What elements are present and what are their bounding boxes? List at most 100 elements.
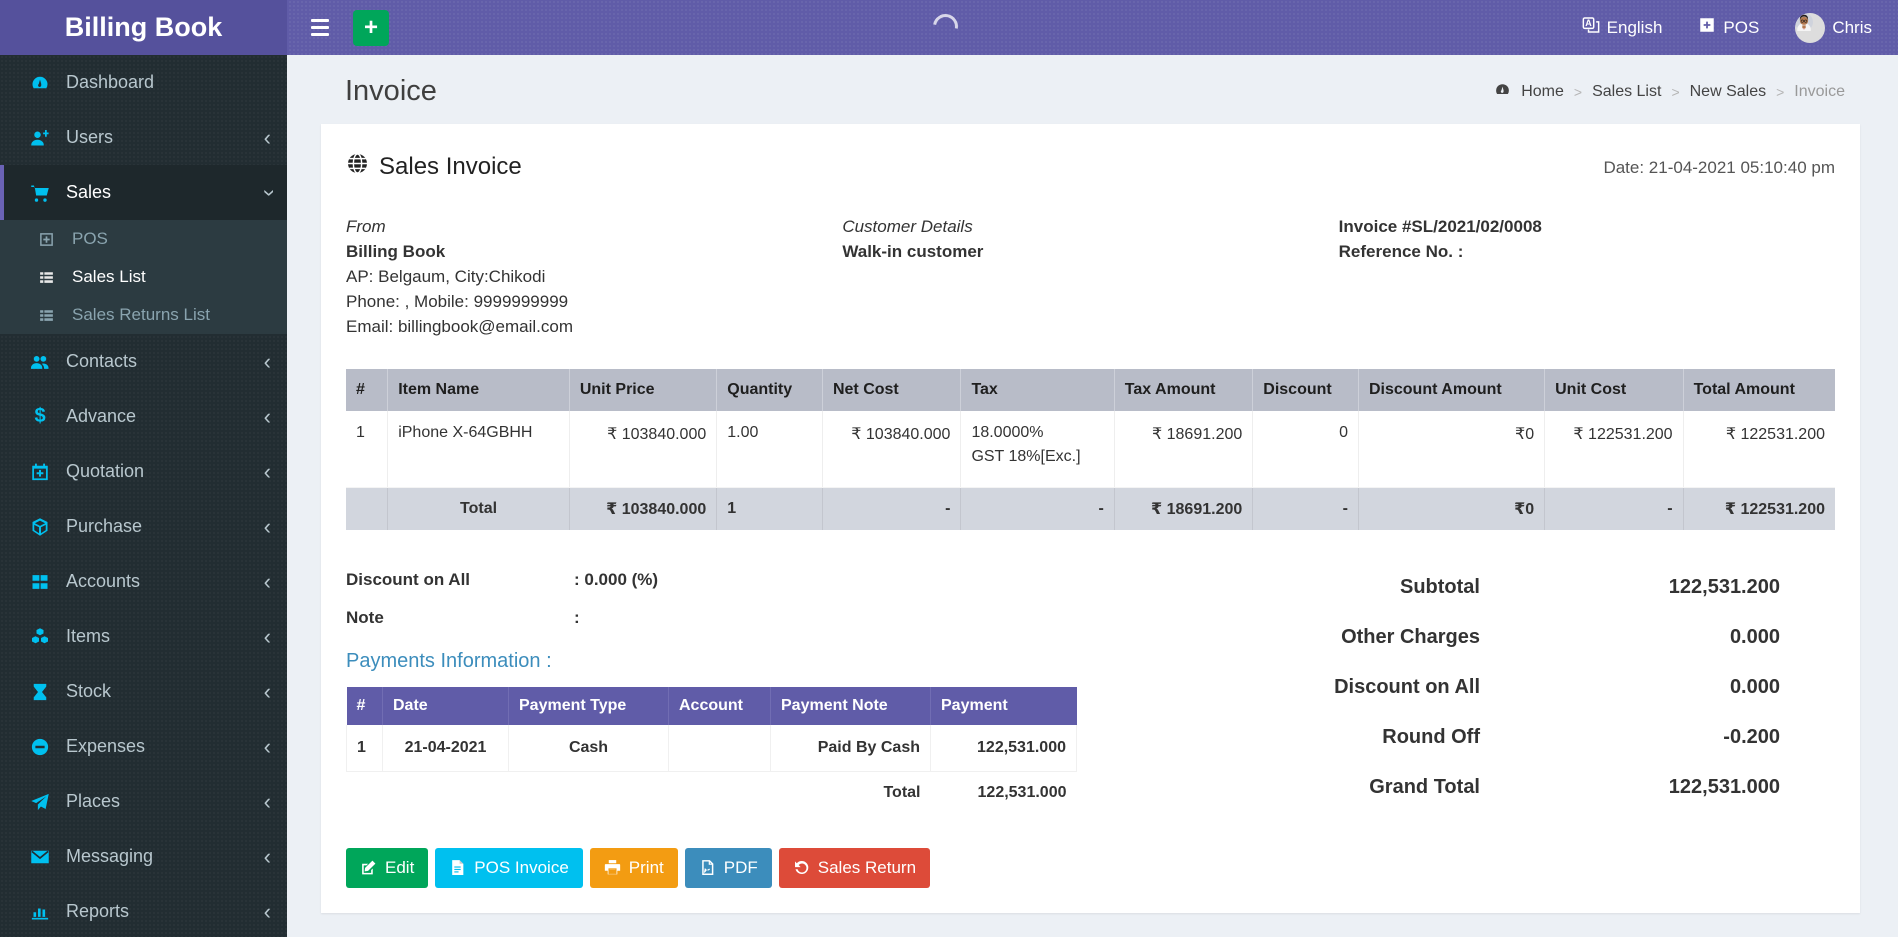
- bar-chart-icon: [28, 902, 52, 922]
- summary-round-off-row: Round Off -0.200: [1269, 726, 1780, 776]
- user-menu[interactable]: Chris: [1795, 12, 1872, 43]
- sidebar-label: Expenses: [66, 736, 146, 756]
- pay-col-date: Date: [382, 686, 509, 725]
- chevron-left-icon: ‹: [263, 623, 271, 649]
- round-off-label: Round Off: [1382, 725, 1480, 748]
- from-email: Email: billingbook@email.com: [346, 317, 574, 336]
- item-name: iPhone X-64GBHH: [387, 411, 570, 488]
- item-tax-amount: ₹ 18691.200: [1114, 411, 1254, 488]
- paper-plane-icon: [28, 792, 52, 812]
- sidebar-item-messaging[interactable]: Messaging ‹: [0, 829, 287, 884]
- total-discount-amount: ₹0: [1358, 487, 1546, 530]
- cubes-icon: [28, 627, 52, 647]
- sidebar-label: Users: [66, 127, 114, 147]
- col-discount: Discount: [1252, 369, 1359, 411]
- action-buttons: Edit POS Invoice Print PDF: [346, 847, 1269, 888]
- summary-other-charges-row: Other Charges 0.000: [1269, 626, 1780, 676]
- grid-icon: [28, 572, 52, 592]
- pay-col-amount: Payment: [930, 686, 1077, 725]
- sidebar-label: Places: [66, 791, 121, 811]
- total-net-cost: -: [822, 487, 962, 530]
- item-unit-cost: ₹ 122531.200: [1544, 411, 1684, 488]
- page-title: Invoice: [345, 75, 437, 107]
- sidebar-item-contacts[interactable]: Contacts ‹: [0, 334, 287, 389]
- payments-header-row: # Date Payment Type Account Payment Note…: [346, 686, 1077, 725]
- dollar-icon: $: [34, 405, 46, 427]
- edit-button[interactable]: Edit: [346, 847, 429, 888]
- summary-block: Subtotal 122,531.200 Other Charges 0.000…: [1269, 570, 1835, 888]
- breadcrumb-home[interactable]: Home: [1521, 82, 1564, 100]
- summary-grand-total-row: Grand Total 122,531.000: [1269, 776, 1780, 826]
- item-qty: 1.00: [716, 411, 823, 488]
- payments-table: # Date Payment Type Account Payment Note…: [346, 686, 1077, 814]
- chevron-left-icon: ‹: [263, 733, 271, 759]
- breadcrumb-sales-list[interactable]: Sales List: [1592, 82, 1662, 100]
- sidebar-item-accounts[interactable]: Accounts ‹: [0, 554, 287, 609]
- sidebar-item-dashboard[interactable]: Dashboard: [0, 55, 287, 110]
- payments-total-row: Total 122,531.000: [346, 770, 1077, 814]
- sidebar-item-places[interactable]: Places ‹: [0, 774, 287, 829]
- sidebar-item-reports[interactable]: Reports ‹: [0, 884, 287, 937]
- total-discount: -: [1252, 487, 1359, 530]
- quick-add-button[interactable]: +: [353, 9, 389, 46]
- sales-submenu: POS Sales List Sales Returns List: [0, 220, 287, 334]
- payment-account: [668, 724, 771, 772]
- submenu-item-sales-returns-list[interactable]: Sales Returns List: [0, 296, 287, 334]
- sidebar-label: Stock: [66, 681, 112, 701]
- invoice-number: Invoice #SL/2021/02/0008: [1338, 217, 1542, 236]
- payment-date: 21-04-2021: [382, 724, 509, 772]
- avatar: [1795, 12, 1826, 43]
- sidebar-item-quotation[interactable]: Quotation ‹: [0, 444, 287, 499]
- print-button[interactable]: Print: [589, 847, 678, 888]
- app-title: Billing Book: [64, 12, 223, 42]
- dashboard-icon: [28, 73, 52, 93]
- sidebar-item-purchase[interactable]: Purchase ‹: [0, 499, 287, 554]
- col-item-name: Item Name: [387, 369, 570, 411]
- total-tax: -: [960, 487, 1115, 530]
- item-unit-price: ₹ 103840.000: [569, 411, 718, 488]
- breadcrumb: Home > Sales List > New Sales > Invoice: [1494, 81, 1845, 103]
- item-discount: 0: [1252, 411, 1359, 488]
- chevron-left-icon: ‹: [263, 678, 271, 704]
- language-label: English: [1606, 17, 1663, 37]
- pdf-button[interactable]: PDF: [684, 847, 772, 888]
- language-menu[interactable]: A English: [1582, 16, 1663, 39]
- payments-total-amount: 122,531.000: [930, 770, 1077, 814]
- plus-square-outline-icon: [38, 231, 60, 248]
- sidebar-item-users[interactable]: Users ‹: [0, 110, 287, 165]
- sidebar-item-expenses[interactable]: Expenses ‹: [0, 719, 287, 774]
- note-label: Note: [346, 607, 384, 627]
- round-off-value: -0.200: [1723, 725, 1780, 748]
- total-unit-cost: -: [1544, 487, 1684, 530]
- sidebar-toggle-button[interactable]: [301, 0, 339, 55]
- pos-link[interactable]: POS: [1698, 16, 1759, 39]
- user-plus-icon: [28, 128, 52, 148]
- submenu-item-sales-list[interactable]: Sales List: [0, 258, 287, 296]
- other-charges-label: Other Charges: [1341, 625, 1480, 648]
- list-icon: [38, 307, 60, 324]
- reference-number: Reference No. :: [1338, 242, 1464, 261]
- sidebar-item-items[interactable]: Items ‹: [0, 609, 287, 664]
- items-header-row: # Item Name Unit Price Quantity Net Cost…: [346, 369, 1835, 411]
- payment-note: Paid By Cash: [770, 724, 931, 772]
- from-label: From: [346, 217, 386, 236]
- submenu-item-pos[interactable]: POS: [0, 220, 287, 258]
- sidebar-item-advance[interactable]: $ Advance ‹: [0, 389, 287, 444]
- col-unit-price: Unit Price: [569, 369, 718, 411]
- breadcrumb-new-sales[interactable]: New Sales: [1689, 82, 1767, 100]
- payment-num: 1: [346, 724, 383, 772]
- submenu-label: POS: [72, 229, 108, 248]
- minus-circle-icon: [28, 737, 52, 757]
- sidebar-item-stock[interactable]: Stock ‹: [0, 664, 287, 719]
- breadcrumb-separator: >: [1671, 83, 1680, 100]
- pos-invoice-button[interactable]: POS Invoice: [435, 847, 583, 888]
- sales-return-button[interactable]: Sales Return: [778, 847, 931, 888]
- from-block: From Billing Book AP: Belgaum, City:Chik…: [346, 214, 842, 339]
- customer-label: Customer Details: [842, 217, 973, 236]
- sidebar-item-sales[interactable]: Sales ‹: [0, 165, 287, 220]
- user-name: Chris: [1832, 17, 1872, 37]
- content-area: Invoice Home > Sales List > New Sales > …: [287, 55, 1898, 937]
- app-logo[interactable]: Billing Book: [0, 0, 287, 55]
- chevron-left-icon: ‹: [263, 348, 271, 374]
- sidebar-label: Purchase: [66, 516, 143, 536]
